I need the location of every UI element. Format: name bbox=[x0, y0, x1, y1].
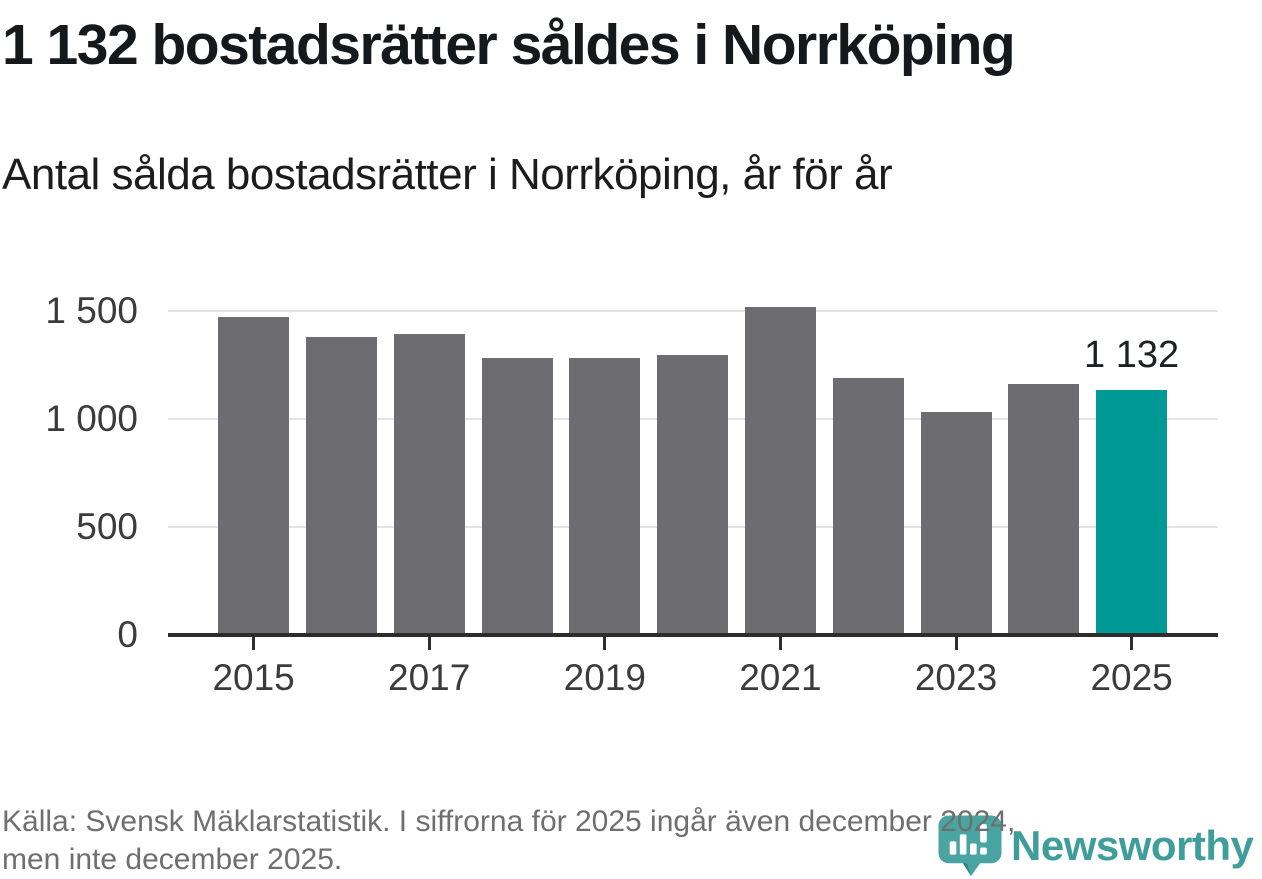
x-tick-mark-2015 bbox=[252, 636, 256, 650]
bar-2016 bbox=[305, 336, 377, 635]
source-line-2: men inte december 2025. bbox=[2, 843, 343, 876]
chart-title: 1 132 bostadsrätter såldes i Norrköping bbox=[2, 13, 1016, 77]
chart-subtitle: Antal sålda bostadsrätter i Norrköping, … bbox=[2, 150, 893, 199]
bar-2023 bbox=[920, 412, 992, 635]
x-tick-label-2019: 2019 bbox=[563, 656, 646, 698]
x-tick-label-2015: 2015 bbox=[212, 656, 295, 698]
y-tick-label-0: 0 bbox=[117, 613, 138, 655]
highlight-value-label: 1 132 bbox=[1084, 334, 1180, 377]
bar-2017 bbox=[393, 333, 465, 635]
x-tick-mark-2021 bbox=[778, 636, 782, 650]
bar-highlight-2025 bbox=[1096, 390, 1168, 635]
gridline-1500 bbox=[168, 310, 1218, 312]
x-tick-label-2021: 2021 bbox=[739, 656, 822, 698]
bar-chart: 0 500 1 000 1 500 2015 2017 2019 2021 2023 2025 1 … bbox=[0, 268, 1262, 708]
bar-2015 bbox=[218, 317, 290, 635]
x-tick-mark-2023 bbox=[954, 636, 958, 650]
bar-2022 bbox=[832, 377, 904, 635]
source-note: Källa: Svensk Mäklarstatistik. I siffror… bbox=[2, 803, 1015, 879]
bar-2024 bbox=[1008, 384, 1080, 635]
y-tick-label-1500: 1 500 bbox=[45, 290, 138, 331]
bar-2018 bbox=[481, 358, 553, 635]
x-tick-label-2017: 2017 bbox=[388, 656, 471, 698]
x-tick-mark-2019 bbox=[603, 636, 607, 650]
y-tick-label-500: 500 bbox=[76, 505, 138, 547]
x-tick-label-2023: 2023 bbox=[914, 656, 998, 698]
newsworthy-pin-icon bbox=[938, 815, 1002, 876]
x-axis-line bbox=[168, 632, 1218, 637]
bar-2021 bbox=[744, 306, 816, 635]
newsworthy-logo: Newsworthy bbox=[936, 814, 1254, 877]
x-tick-label-2025: 2025 bbox=[1090, 656, 1173, 698]
bar-2019 bbox=[569, 358, 641, 635]
source-line-1: Källa: Svensk Mäklarstatistik. I siffror… bbox=[2, 805, 1016, 838]
newsworthy-wordmark: Newsworthy bbox=[1011, 822, 1254, 869]
y-tick-label-1000: 1 000 bbox=[45, 397, 138, 439]
x-tick-mark-2025 bbox=[1130, 636, 1134, 650]
x-tick-mark-2017 bbox=[427, 636, 431, 650]
bar-2020 bbox=[657, 355, 729, 635]
